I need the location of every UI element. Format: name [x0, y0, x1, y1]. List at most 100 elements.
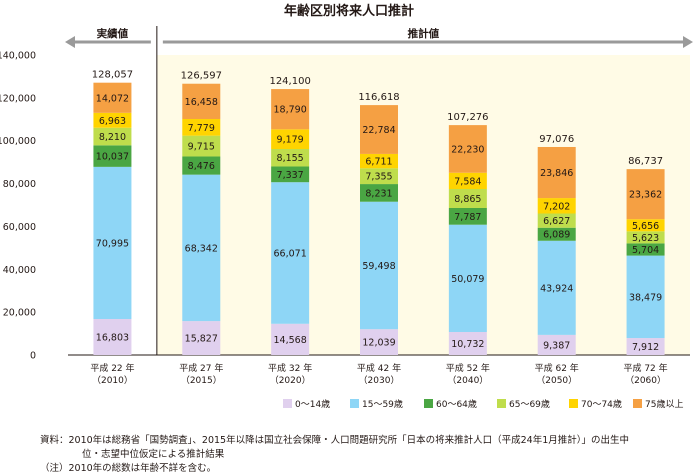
y-tick-label: 20,000 — [3, 308, 36, 319]
legend-label: 75歳以上 — [645, 398, 683, 410]
legend-swatch — [283, 399, 292, 408]
x-tick-label-year: （2010） — [92, 375, 133, 386]
total-label: 128,057 — [92, 70, 133, 81]
bar-segment — [182, 156, 221, 175]
data-label: 7,202 — [543, 201, 570, 212]
x-tick-label: 平成 27 年 — [179, 362, 223, 374]
data-label: 16,803 — [96, 332, 129, 343]
bar-segment — [271, 149, 310, 167]
total-label: 97,076 — [539, 134, 574, 145]
data-label: 5,623 — [632, 233, 659, 244]
x-tick-label: 平成 52 年 — [446, 362, 490, 374]
data-label: 8,476 — [188, 161, 215, 172]
bar-segment — [626, 169, 665, 220]
data-label: 50,079 — [451, 274, 484, 285]
legend-label: 65～69歳 — [509, 398, 550, 410]
x-tick-label: 平成 72 年 — [623, 362, 667, 374]
x-tick-label-year: （2030） — [359, 375, 400, 386]
x-tick-label: 平成 62 年 — [535, 362, 579, 374]
bar-segment — [271, 89, 310, 130]
bar-segment — [537, 146, 576, 199]
legend-swatch — [633, 399, 642, 408]
legend-swatch — [350, 399, 359, 408]
bar-segment — [271, 166, 310, 183]
data-label: 22,230 — [451, 144, 484, 155]
bar-segment — [182, 174, 221, 322]
data-label: 15,827 — [185, 334, 218, 345]
data-label: 7,355 — [365, 172, 392, 183]
x-tick-label-year: （2060） — [625, 375, 666, 386]
total-label: 107,276 — [447, 112, 488, 123]
bar-segment — [93, 318, 132, 355]
bar-segment — [93, 166, 132, 319]
data-label: 16,458 — [185, 97, 218, 108]
bar-segment — [360, 168, 398, 185]
bar-segment — [448, 172, 487, 190]
total-label: 116,618 — [358, 92, 399, 103]
data-label: 66,071 — [274, 248, 307, 259]
data-label: 10,037 — [96, 152, 129, 163]
source-note-line-3: （注）2010年の総数は年齢不詳を含む。 — [40, 463, 217, 474]
data-label: 43,924 — [540, 283, 573, 294]
data-label: 23,846 — [540, 168, 573, 179]
projection-period-label: 推計値 — [408, 27, 440, 40]
legend-swatch — [497, 399, 506, 408]
bar-segment — [271, 182, 310, 324]
data-label: 7,584 — [454, 176, 481, 187]
y-tick-label: 40,000 — [3, 265, 36, 276]
data-label: 59,498 — [362, 261, 395, 272]
total-label: 126,597 — [181, 71, 222, 82]
legend-swatch — [569, 399, 578, 408]
bar-segment — [360, 184, 398, 202]
bar-segment — [360, 105, 398, 154]
actual-period-arrow-head — [65, 36, 75, 48]
data-label: 9,179 — [277, 135, 304, 146]
data-label: 7,779 — [188, 123, 215, 134]
projection-background — [156, 55, 690, 355]
data-label: 12,039 — [362, 338, 395, 349]
total-label: 124,100 — [269, 76, 310, 87]
bar-segment — [537, 334, 576, 355]
y-tick-label: 80,000 — [3, 179, 36, 190]
actual-period-label: 実績値 — [97, 27, 129, 40]
data-label: 5,704 — [632, 245, 659, 256]
bar-segment — [448, 189, 487, 209]
data-label: 6,711 — [365, 157, 392, 168]
bar-segment — [271, 129, 310, 150]
y-tick-label: 0 — [30, 351, 36, 362]
data-label: 5,656 — [632, 221, 659, 232]
source-note-line-2: 位・志望中位仮定による推計結果 — [82, 449, 225, 460]
x-tick-label-year: （2015） — [181, 375, 222, 386]
bar-segment — [448, 332, 487, 355]
bar-segment — [537, 227, 576, 241]
data-label: 22,784 — [362, 125, 395, 136]
plot-area: 実績値 推計値 0 20,000 40,000 60,000 80,000 100,000 12… — [0, 26, 693, 410]
bar-segment — [626, 231, 665, 244]
bar-segment — [537, 240, 576, 335]
legend-label: 60～64歳 — [436, 398, 477, 410]
bar-segment — [448, 125, 487, 173]
y-tick-label: 140,000 — [0, 51, 36, 62]
legend-swatch — [424, 399, 433, 408]
bar-segment — [360, 153, 398, 169]
chart-title: 年齢区別将来人口推計 — [284, 3, 414, 19]
legend-label: 15～59歳 — [362, 398, 403, 410]
data-label: 23,362 — [629, 190, 662, 201]
x-tick-label: 平成 22 年 — [90, 362, 134, 374]
bar-segment — [182, 321, 221, 355]
y-tick-label: 60,000 — [3, 222, 36, 233]
y-tick-label: 100,000 — [0, 136, 36, 147]
data-label: 8,865 — [454, 194, 481, 205]
bar-segment — [93, 127, 132, 146]
data-label: 18,790 — [274, 105, 307, 116]
bar-segment — [626, 338, 665, 355]
data-label: 9,387 — [543, 340, 570, 351]
bar-segment — [360, 329, 398, 355]
data-label: 6,963 — [99, 116, 126, 127]
data-label: 70,995 — [96, 238, 129, 249]
data-label: 8,231 — [365, 188, 392, 199]
x-tick-label-year: （2040） — [447, 375, 488, 386]
data-label: 68,342 — [185, 243, 218, 254]
bar-segment — [360, 201, 398, 330]
